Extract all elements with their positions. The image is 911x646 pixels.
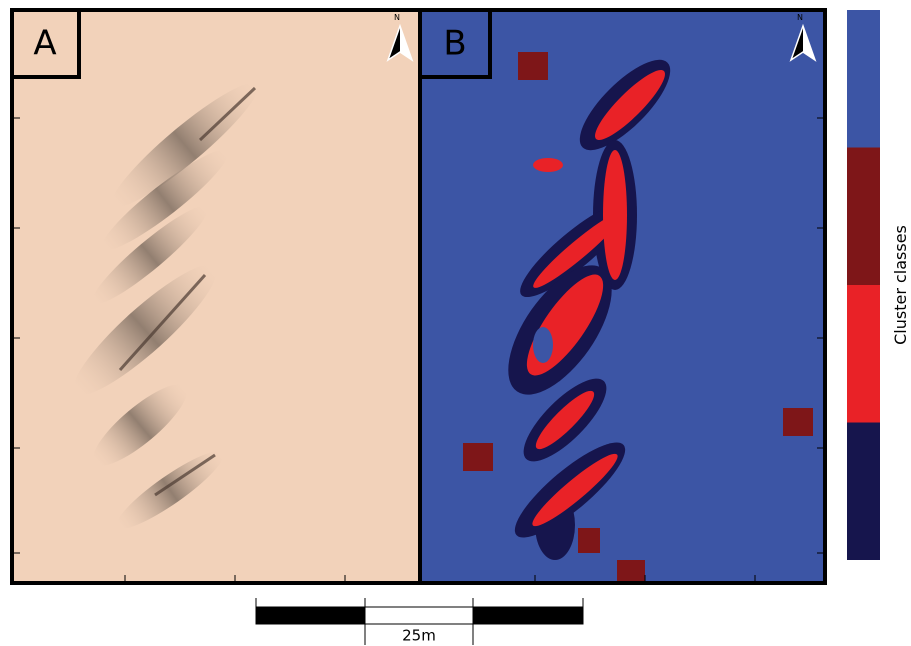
figure: A B N N Cluster classes 25m	[0, 0, 911, 646]
legend-title: Cluster classes	[891, 225, 910, 345]
legend-swatch	[847, 148, 880, 286]
panel-label: A	[33, 24, 56, 64]
north-label: N	[797, 13, 803, 22]
legend-swatch	[847, 423, 880, 561]
scale-label: 25m	[402, 627, 436, 645]
legend-swatch	[847, 285, 880, 423]
north-label: N	[394, 13, 400, 22]
legend	[847, 10, 880, 560]
panel-a	[12, 10, 420, 583]
panel-b	[420, 10, 825, 585]
panel-label: B	[443, 24, 466, 64]
legend-swatch	[847, 10, 880, 148]
